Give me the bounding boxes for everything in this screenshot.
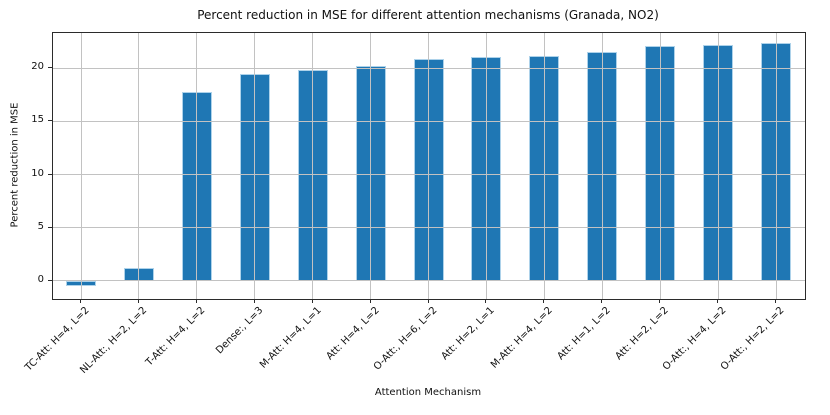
y-tick-mark (48, 226, 52, 228)
v-gridline (428, 33, 429, 299)
grid-layer (53, 33, 805, 299)
v-gridline (485, 33, 487, 299)
v-gridline (775, 33, 777, 299)
y-tick-label: 15 (31, 114, 44, 126)
v-gridline (659, 33, 661, 299)
y-tick-label: 5 (37, 220, 44, 232)
x-tick-label: M-Att: H=4, L=2 (489, 305, 556, 371)
chart-title: Percent reduction in MSE for different a… (197, 8, 659, 22)
y-tick-label: 20 (31, 61, 44, 73)
h-gridline (53, 174, 805, 175)
x-tick-mark (253, 299, 255, 303)
v-gridline (254, 33, 256, 299)
y-axis-label: Percent reduction in MSE (9, 102, 21, 228)
x-tick-mark (427, 299, 429, 303)
h-gridline (53, 120, 805, 122)
y-tick-mark (48, 279, 52, 281)
v-gridline (196, 33, 198, 299)
v-gridline (312, 33, 314, 299)
x-tick-label: Att: H=2, L=1 (439, 305, 498, 363)
h-gridline (53, 67, 805, 69)
v-gridline (543, 33, 545, 299)
v-gridline (601, 33, 603, 299)
x-tick-mark (311, 299, 313, 303)
x-tick-label: T-Att: H=4, L=2 (144, 305, 208, 369)
x-tick-mark (485, 299, 487, 303)
y-tick-label: 10 (31, 167, 44, 179)
x-tick-mark (659, 299, 661, 303)
x-tick-mark (543, 299, 545, 303)
x-tick-mark (775, 299, 776, 303)
y-tick-mark (48, 173, 52, 175)
x-tick-label: Att: H=2, L=2 (613, 305, 671, 363)
h-gridline (53, 227, 805, 229)
x-tick-label: Att: H=1, L=2 (555, 305, 614, 363)
x-tick-label: NL-Att:, H=2, L=2 (78, 305, 150, 377)
x-tick-label: M-Att: H=4, L=1 (257, 305, 324, 371)
plot-area (52, 32, 806, 300)
h-gridline (53, 280, 805, 282)
v-gridline (138, 33, 140, 299)
x-tick-mark (195, 299, 197, 303)
x-tick-label: O-Att:, H=4, L=2 (661, 305, 729, 373)
x-tick-label: O-Att:, H=2, L=2 (719, 305, 787, 373)
x-tick-mark (137, 299, 139, 303)
x-tick-mark (80, 299, 81, 303)
y-tick-mark (48, 67, 52, 69)
x-tick-label: Dense:, L=3 (214, 305, 266, 357)
x-tick-mark (369, 299, 371, 303)
x-tick-mark (601, 299, 603, 303)
v-gridline (717, 33, 719, 299)
y-tick-mark (48, 120, 52, 122)
y-tick-label: 0 (37, 273, 44, 285)
x-tick-mark (717, 299, 719, 303)
x-tick-label: Att: H=4, L=2 (324, 305, 382, 363)
v-gridline (80, 33, 82, 299)
x-tick-label: O-Att:, H=6, L=2 (371, 305, 440, 373)
x-axis-label: Attention Mechanism (374, 387, 482, 398)
v-gridline (370, 33, 372, 299)
